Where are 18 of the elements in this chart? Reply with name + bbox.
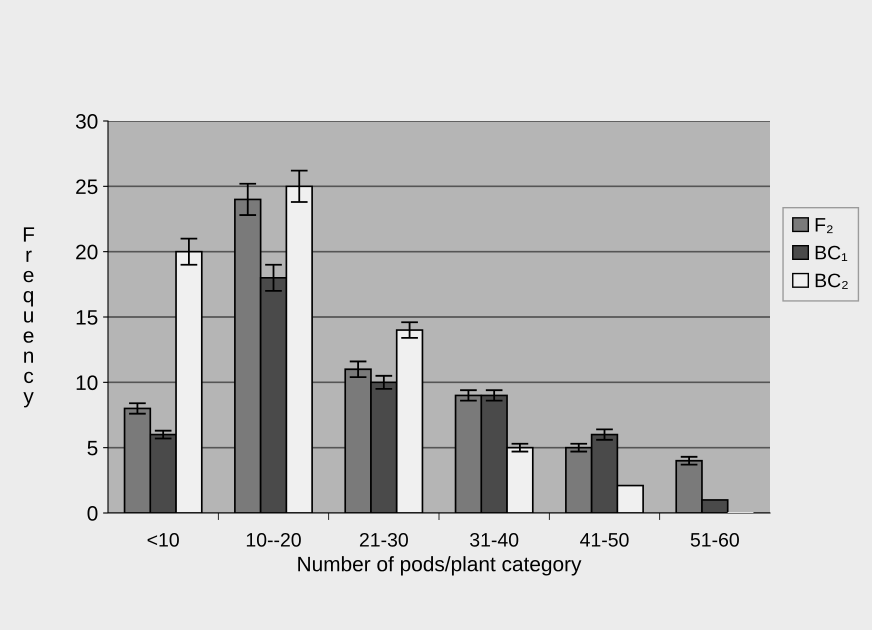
legend-label: BC₂ — [816, 274, 848, 289]
y-tick-label: 5 — [88, 440, 98, 456]
legend-label: F₂ — [816, 218, 833, 234]
y-tick-label: 25 — [76, 179, 98, 194]
y-tick-label: 10 — [76, 375, 98, 390]
x-tick-label: 10--20 — [246, 532, 301, 547]
x-axis-title: Number of pods/plant category — [298, 556, 582, 576]
legend-label: BC₁ — [816, 246, 848, 261]
text: Frequency — [23, 227, 34, 408]
y-tick-label: 15 — [76, 310, 98, 325]
y-tick-label: 30 — [76, 114, 98, 129]
y-tick-label: 0 — [88, 506, 98, 521]
x-tick-label: 51-60 — [690, 532, 739, 547]
x-tick-label: 21-30 — [360, 532, 408, 547]
x-tick-label: 31-40 — [470, 532, 518, 547]
x-tick-label: <10 — [148, 532, 179, 547]
y-tick-label: 20 — [76, 244, 98, 260]
x-tick-label: 41-50 — [580, 532, 629, 547]
